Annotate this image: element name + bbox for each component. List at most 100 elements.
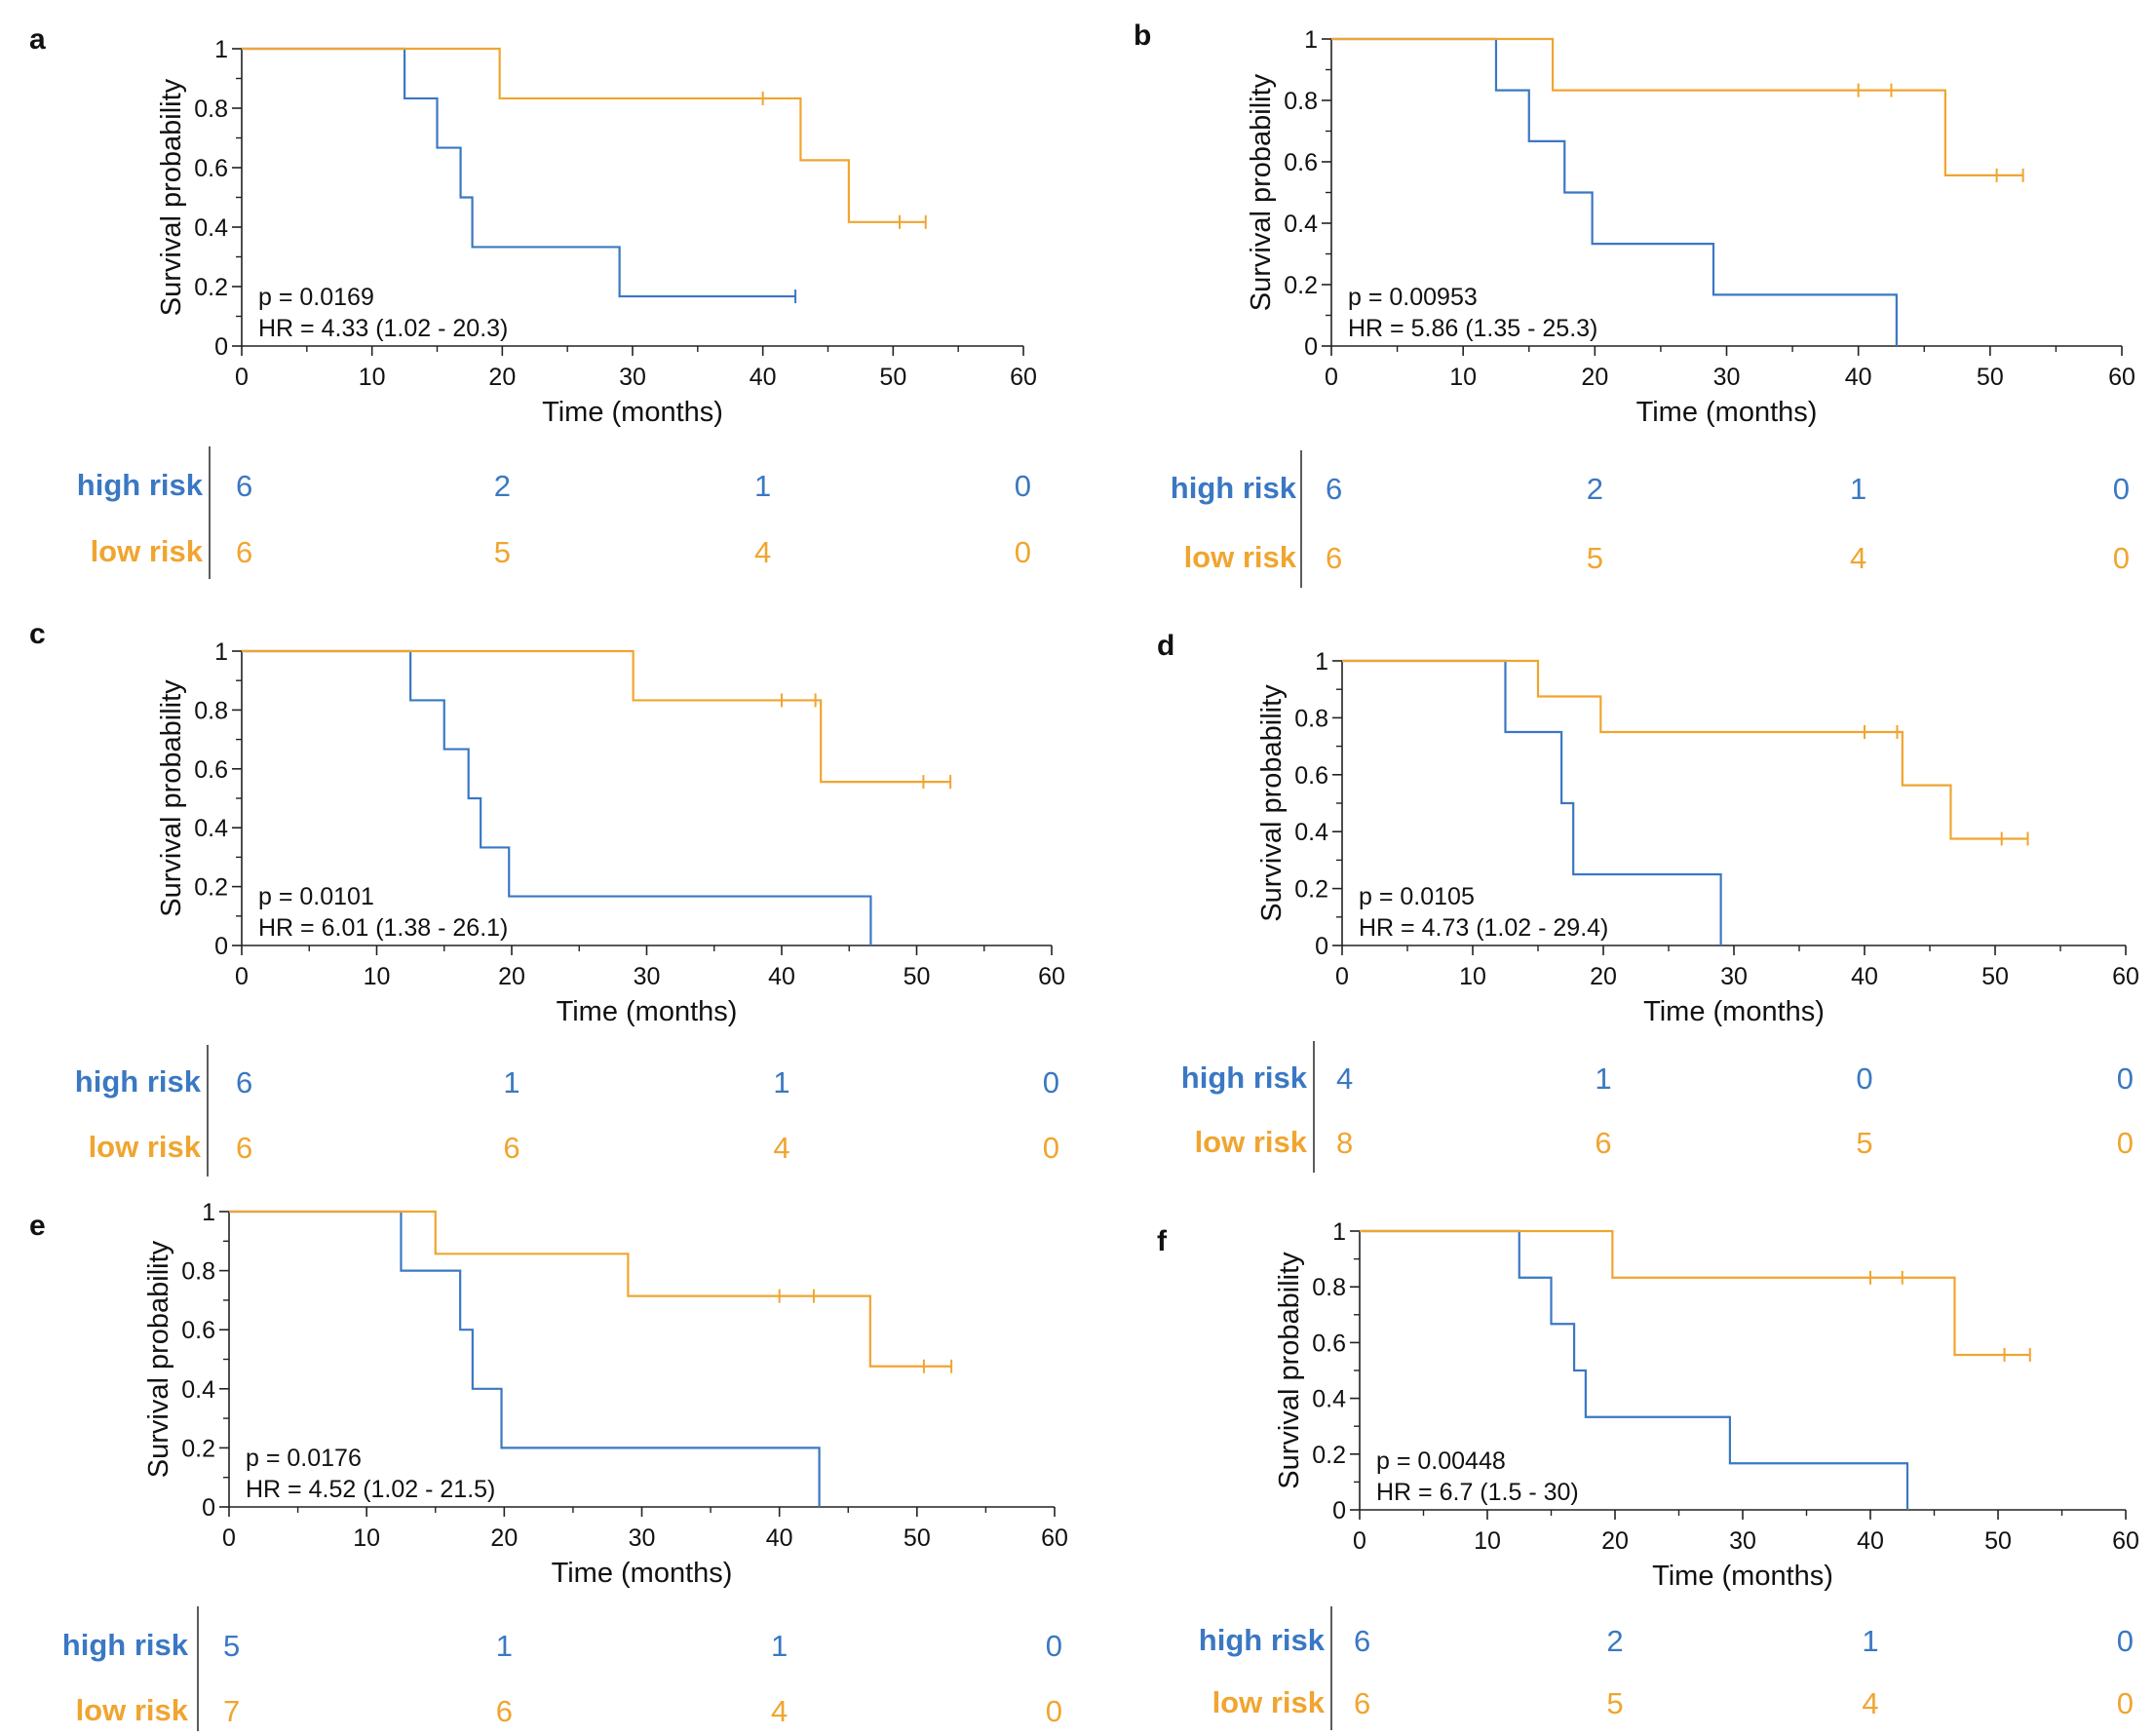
hazard-ratio: HR = 4.52 (1.02 - 21.5)	[246, 1476, 495, 1503]
risk-count-high: 1	[1595, 1061, 1611, 1096]
x-tick-label: 10	[1449, 364, 1477, 391]
risk-count-low: 0	[1015, 535, 1031, 569]
risk-count-low: 6	[236, 1131, 252, 1165]
y-tick-label: 1	[1332, 1218, 1346, 1246]
hazard-ratio: HR = 6.7 (1.5 - 30)	[1376, 1479, 1579, 1506]
y-tick-label: 0.8	[1312, 1274, 1346, 1301]
risk-count-low: 5	[1587, 541, 1603, 575]
risk-count-low: 5	[494, 535, 511, 569]
risk-label-low: low risk	[1195, 1125, 1308, 1159]
x-tick-label: 40	[1845, 364, 1872, 391]
risk-label-high: high risk	[77, 468, 204, 502]
p-value: p = 0.00953	[1348, 284, 1478, 311]
risk-label-high: high risk	[1199, 1623, 1326, 1657]
x-tick-label: 10	[1474, 1527, 1501, 1555]
km-curve-low-risk	[242, 47, 926, 223]
x-tick-label: 40	[750, 364, 777, 391]
risk-count-low: 6	[1326, 541, 1342, 575]
risk-count-high: 0	[1043, 1065, 1059, 1099]
risk-label-low: low risk	[1184, 540, 1297, 574]
risk-count-high: 0	[2117, 1061, 2134, 1096]
x-tick-label: 60	[2112, 963, 2139, 990]
x-axis-label: Time (months)	[1652, 1561, 1833, 1592]
risk-count-high: 1	[1862, 1624, 1878, 1658]
x-tick-label: 20	[1601, 1527, 1629, 1555]
p-value: p = 0.0176	[246, 1445, 362, 1472]
risk-count-high: 1	[773, 1065, 789, 1099]
risk-label-high: high risk	[75, 1064, 202, 1099]
risk-count-low: 7	[223, 1694, 240, 1728]
x-tick-label: 60	[1038, 963, 1065, 990]
x-tick-label: 50	[879, 364, 906, 391]
risk-label-low: low risk	[1212, 1685, 1326, 1719]
risk-count-high: 6	[1326, 472, 1342, 506]
risk-count-high: 0	[1856, 1061, 1872, 1096]
y-tick-label: 1	[1304, 26, 1318, 54]
x-tick-label: 10	[1459, 963, 1486, 990]
y-axis-label: Survival probability	[143, 1240, 174, 1478]
x-axis-label: Time (months)	[1643, 996, 1825, 1027]
panel-label: f	[1157, 1225, 1168, 1257]
km-curve-low-risk	[1331, 37, 2023, 176]
p-value: p = 0.0105	[1359, 883, 1475, 910]
km-curve-high-risk	[242, 47, 796, 298]
x-tick-label: 20	[490, 1524, 518, 1552]
x-tick-label: 60	[2112, 1527, 2139, 1555]
panel-label: d	[1157, 630, 1174, 662]
km-curve-high-risk	[1360, 1229, 1909, 1510]
y-tick-label: 0	[1315, 933, 1328, 960]
y-tick-label: 1	[202, 1199, 215, 1226]
y-tick-label: 0.8	[194, 697, 228, 724]
x-tick-label: 20	[488, 364, 516, 391]
y-tick-label: 0.8	[1294, 705, 1328, 732]
risk-count-low: 8	[1336, 1126, 1353, 1160]
y-tick-label: 0.4	[194, 815, 228, 842]
y-tick-label: 0.2	[194, 274, 228, 301]
panel-label: c	[29, 618, 46, 650]
x-tick-label: 30	[634, 963, 661, 990]
km-curve-low-risk	[1342, 659, 2028, 840]
y-tick-label: 0.2	[181, 1435, 215, 1462]
risk-count-high: 2	[1606, 1624, 1623, 1658]
km-curve-low-risk	[229, 1210, 952, 1368]
x-tick-label: 0	[235, 364, 249, 391]
y-tick-label: 0.6	[1312, 1330, 1346, 1357]
x-tick-label: 50	[1984, 1527, 2012, 1555]
risk-count-low: 4	[771, 1694, 788, 1728]
y-tick-label: 0.6	[181, 1317, 215, 1344]
y-tick-label: 0	[1332, 1497, 1346, 1524]
hazard-ratio: HR = 5.86 (1.35 - 25.3)	[1348, 315, 1597, 342]
risk-count-high: 2	[494, 469, 511, 503]
risk-count-low: 6	[503, 1131, 519, 1165]
risk-count-high: 0	[2117, 1624, 2134, 1658]
x-axis-label: Time (months)	[557, 996, 738, 1027]
hazard-ratio: HR = 4.73 (1.02 - 29.4)	[1359, 914, 1608, 942]
y-axis-label: Survival probability	[1246, 73, 1277, 311]
risk-count-high: 1	[771, 1629, 788, 1663]
y-tick-label: 0.4	[1312, 1386, 1346, 1413]
km-curve-high-risk	[1331, 37, 1898, 346]
risk-count-low: 5	[1606, 1686, 1623, 1720]
risk-label-high: high risk	[62, 1628, 189, 1662]
risk-label-high: high risk	[1181, 1061, 1308, 1095]
x-tick-label: 0	[1335, 963, 1349, 990]
risk-count-high: 1	[503, 1065, 519, 1099]
y-tick-label: 0.6	[194, 756, 228, 784]
y-axis-label: Survival probability	[156, 78, 187, 316]
risk-count-high: 2	[1587, 472, 1603, 506]
hazard-ratio: HR = 4.33 (1.02 - 20.3)	[258, 315, 508, 342]
y-tick-label: 0	[202, 1494, 215, 1522]
y-tick-label: 0.6	[1284, 149, 1318, 176]
x-tick-label: 20	[498, 963, 525, 990]
y-tick-label: 0.8	[181, 1258, 215, 1286]
km-curve-high-risk	[242, 649, 872, 945]
risk-count-low: 0	[2117, 1126, 2134, 1160]
p-value: p = 0.00448	[1376, 1447, 1506, 1475]
y-tick-label: 0	[214, 933, 228, 960]
x-tick-label: 40	[768, 963, 795, 990]
risk-count-low: 5	[1856, 1126, 1872, 1160]
km-curve-high-risk	[1342, 659, 1722, 945]
risk-count-low: 4	[754, 535, 771, 569]
